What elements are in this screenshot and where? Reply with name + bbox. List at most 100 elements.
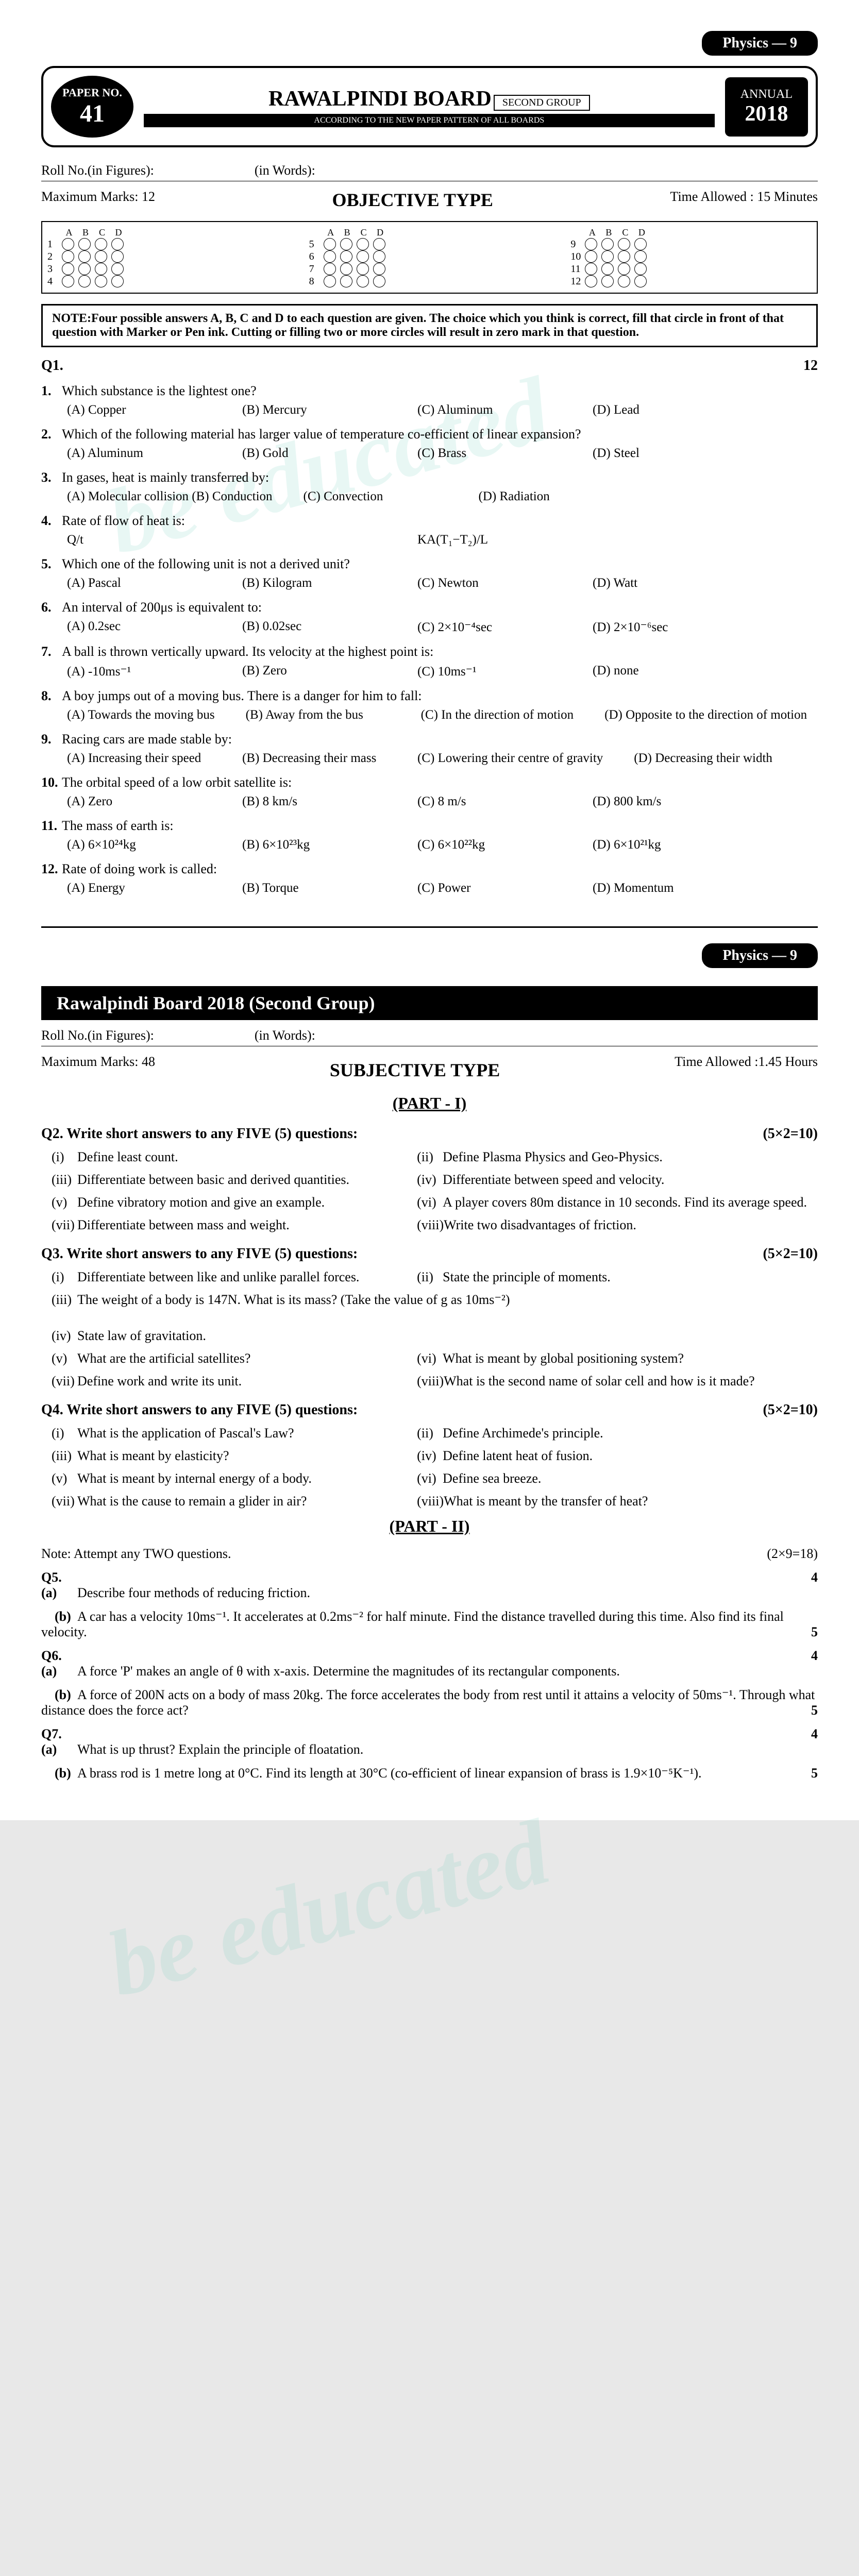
short-question-text: Write two disadvantages of friction. [444,1217,636,1232]
mcq-option: (C) Lowering their centre of gravity [417,751,603,766]
mcq-option: (D) 800 km/s [593,794,737,809]
mcq-option: (C) 6×10²²kg [417,838,562,852]
long-question-text: What is up thrust? Explain the principle… [77,1742,363,1757]
answer-bubble [340,238,352,250]
short-question-text: What is the second name of solar cell an… [444,1374,755,1388]
section-divider [41,926,818,928]
mcq-option: (C) Brass [417,446,562,461]
short-question-item: (vi)What is meant by global positioning … [417,1351,762,1366]
answer-bubble [618,263,630,275]
bubble-row-number: 3 [47,263,58,275]
bubble-row-number: 2 [47,251,58,263]
paper-header: PAPER NO. 41 RAWALPINDI BOARD SECOND GRO… [41,66,818,147]
mcq-question: 4.Rate of flow of heat is:Q/tKA(T₁−T₂)/L [41,513,818,547]
roman-numeral: (ii) [417,1426,443,1441]
short-question-item: (iv)Define latent heat of fusion. [417,1448,762,1464]
short-question-item: (i)Define least count. [52,1149,396,1165]
question-marks: 4 [811,1570,818,1585]
roman-numeral: (vii) [52,1217,77,1233]
answer-bubble [601,238,614,250]
answer-bubble [111,263,124,275]
question-label: Q7. (a) [41,1726,77,1757]
answer-bubble [78,263,91,275]
question-label: (b) [41,1609,77,1624]
short-question-text: State law of gravitation. [77,1328,206,1343]
mcq-option: KA(T₁−T₂)/L [417,533,562,547]
q1-header: Q1. 12 [41,358,818,374]
roll-words-label: (in Words): [255,1028,315,1043]
question-number: 3. [41,470,62,485]
question-text: A boy jumps out of a moving bus. There i… [62,688,422,703]
question-marks: 5 [811,1624,818,1640]
answer-bubble [618,275,630,287]
bubble-row-number: 9 [570,239,581,250]
answer-bubble [324,275,336,287]
bubble-header-label: D [635,227,648,238]
answer-bubble [62,250,74,263]
long-question-a: Q6. (a)A force 'P' makes an angle of θ w… [41,1648,818,1679]
short-question-item: (v)What are the artificial satellites? [52,1351,396,1366]
short-question-text: Define work and write its unit. [77,1374,242,1388]
short-question-text: Define least count. [77,1149,178,1164]
answer-bubble [618,250,630,263]
answer-bubble [111,250,124,263]
sq-marks: (5×2=10) [763,1126,818,1142]
bubble-header-label: B [341,227,353,238]
mcq-option: (B) Decreasing their mass [242,751,386,766]
mcq-option: (A) Zero [67,794,211,809]
board-name: RAWALPINDI BOARD [268,87,492,111]
mcq-question: 1.Which substance is the lightest one?(A… [41,383,818,417]
pattern-note: ACCORDING TO THE NEW PAPER PATTERN OF AL… [144,114,715,127]
answer-bubble [585,263,597,275]
roman-numeral: (ii) [417,1149,443,1165]
question-marks: 5 [811,1703,818,1718]
answer-bubble [357,263,369,275]
roman-numeral: (iii) [52,1292,77,1308]
time-allowed: Time Allowed :1.45 Hours [675,1054,818,1086]
mcq-option: (D) 6×10²¹kg [593,838,737,852]
long-question-text: A car has a velocity 10ms⁻¹. It accelera… [41,1609,784,1639]
answer-bubble [634,275,647,287]
question-label: (b) [41,1766,77,1781]
q1-marks: 12 [803,358,818,374]
mcq-option: (B) Away from the bus [246,708,390,722]
mcq-option: (C) Power [417,881,562,895]
short-question-text: What is meant by the transfer of heat? [444,1494,648,1509]
long-question-a: Q5. (a)Describe four methods of reducing… [41,1570,818,1601]
short-question-item: (iii)Differentiate between basic and der… [52,1172,396,1188]
mcq-option: (D) Steel [593,446,737,461]
question-text: A ball is thrown vertically upward. Its … [62,644,433,659]
bubble-header-label: D [112,227,125,238]
roman-numeral: (iv) [417,1172,443,1188]
mcq-question: 7.A ball is thrown vertically upward. It… [41,644,818,679]
long-question-text: A brass rod is 1 metre long at 0°C. Find… [77,1766,702,1781]
mcq-option: (B) Zero [242,664,386,679]
objective-title: OBJECTIVE TYPE [332,189,493,211]
subjective-banner: Rawalpindi Board 2018 (Second Group) [41,986,818,1020]
question-label: (b) [41,1687,77,1703]
question-marks: 4 [811,1726,818,1742]
short-question-item: (vii)Define work and write its unit. [52,1374,396,1389]
question-number: 7. [41,644,62,659]
mcq-option: (D) 2×10⁻⁶sec [593,619,737,635]
short-question-item: (ii)Define Archimede's principle. [417,1426,762,1441]
question-text: In gases, heat is mainly transferred by: [62,470,269,485]
short-question-header: Q3. Write short answers to any FIVE (5) … [41,1246,818,1262]
mcq-option: (D) none [593,664,737,679]
answer-bubble [340,250,352,263]
answer-bubble [618,238,630,250]
short-question-item: (vii)Differentiate between mass and weig… [52,1217,396,1233]
mcq-option: (B) Torque [242,881,386,895]
mcq-option: (B) 8 km/s [242,794,386,809]
short-question-item: (vii)What is the cause to remain a glide… [52,1494,396,1509]
annual-label: ANNUAL [740,88,793,101]
question-label: Q5. (a) [41,1570,77,1601]
answer-bubble [340,263,352,275]
answer-bubbles: ABCD1234ABCD5678ABCD9101112 [41,221,818,294]
mcq-option [242,533,386,547]
part2-title: (PART - II) [41,1517,818,1536]
answer-bubble [634,263,647,275]
question-text: Which of the following material has larg… [62,427,581,442]
mcq-option: (A) Molecular collision (B) Conduction [67,489,273,504]
mcq-option: (B) 0.02sec [242,619,386,635]
